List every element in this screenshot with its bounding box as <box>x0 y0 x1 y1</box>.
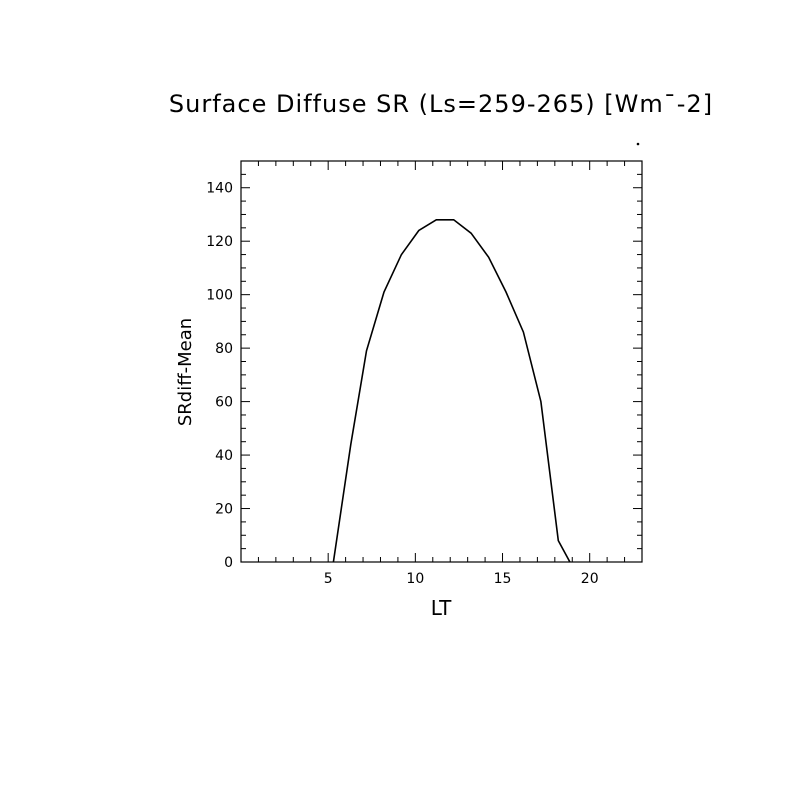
y-tick-label: 80 <box>215 341 233 357</box>
y-tick-label: 20 <box>215 502 233 518</box>
series-layer <box>332 219 571 562</box>
x-tick-label: 5 <box>324 571 333 587</box>
x-tick-label: 15 <box>494 571 512 587</box>
plot-frame <box>240 160 643 563</box>
y-axis-title: SRdiff-Mean <box>175 318 196 426</box>
y-tick-label: 40 <box>215 448 233 464</box>
chart-title: Surface Diffuse SR (Ls=259-265) [Wm¯-2] <box>169 90 713 118</box>
y-tick-label: 100 <box>206 288 233 304</box>
y-tick-label: 120 <box>206 234 233 250</box>
x-axis: 5 10 15 20 <box>257 161 643 587</box>
series-line-0 <box>332 219 571 562</box>
x-tick-label: 20 <box>581 571 599 587</box>
x-tick-label: 10 <box>406 571 424 587</box>
stray-dot <box>636 142 640 146</box>
y-tick-label: 0 <box>224 555 233 571</box>
y-tick-label: 140 <box>206 181 233 197</box>
y-tick-label: 60 <box>215 395 233 411</box>
y-axis: 0 20 40 60 80 100 120 140 <box>206 173 642 571</box>
x-axis-title: LT <box>431 596 452 620</box>
